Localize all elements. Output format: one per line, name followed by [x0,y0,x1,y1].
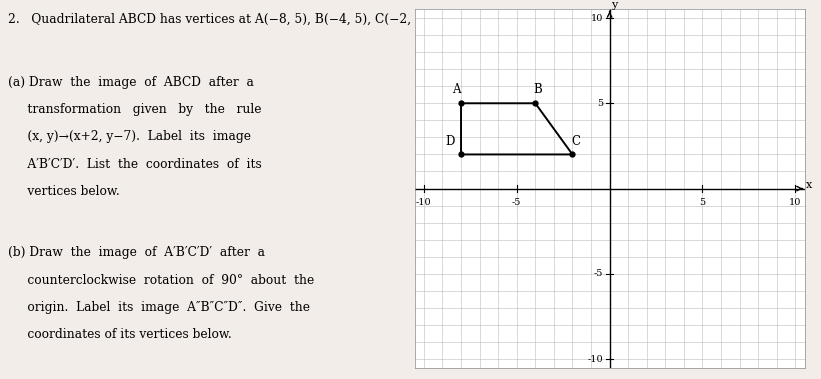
Text: coordinates of its vertices below.: coordinates of its vertices below. [8,328,232,341]
Text: counterclockwise  rotation  of  90°  about  the: counterclockwise rotation of 90° about t… [8,274,314,287]
Text: C: C [571,135,580,149]
Text: -5: -5 [512,198,521,207]
Text: 5: 5 [699,198,705,207]
Text: -5: -5 [594,269,603,278]
Text: x: x [805,180,812,191]
Text: vertices below.: vertices below. [8,185,120,198]
Text: (b) Draw  the  image  of  A′B′C′D′  after  a: (b) Draw the image of A′B′C′D′ after a [8,246,265,259]
Text: (x, y)→(x+2, y−7).  Label  its  image: (x, y)→(x+2, y−7). Label its image [8,130,251,143]
Text: 5: 5 [597,99,603,108]
Text: -10: -10 [416,198,432,207]
Text: 10: 10 [591,14,603,22]
Text: -10: -10 [588,355,603,363]
Text: transformation   given   by   the   rule: transformation given by the rule [8,103,262,116]
Text: origin.  Label  its  image  A″B″C″D″.  Give  the: origin. Label its image A″B″C″D″. Give t… [8,301,310,314]
Text: 10: 10 [789,198,801,207]
Text: A: A [452,83,461,97]
Text: A′B′C′D′.  List  the  coordinates  of  its: A′B′C′D′. List the coordinates of its [8,158,262,171]
Text: D: D [445,135,455,149]
Text: (a) Draw  the  image  of  ABCD  after  a: (a) Draw the image of ABCD after a [8,76,254,89]
Text: y: y [611,0,617,10]
Text: B: B [534,83,543,97]
Text: 2.   Quadrilateral ABCD has vertices at A(−8, 5), B(−4, 5), C(−2, 2), and D(−8, : 2. Quadrilateral ABCD has vertices at A(… [8,13,520,26]
